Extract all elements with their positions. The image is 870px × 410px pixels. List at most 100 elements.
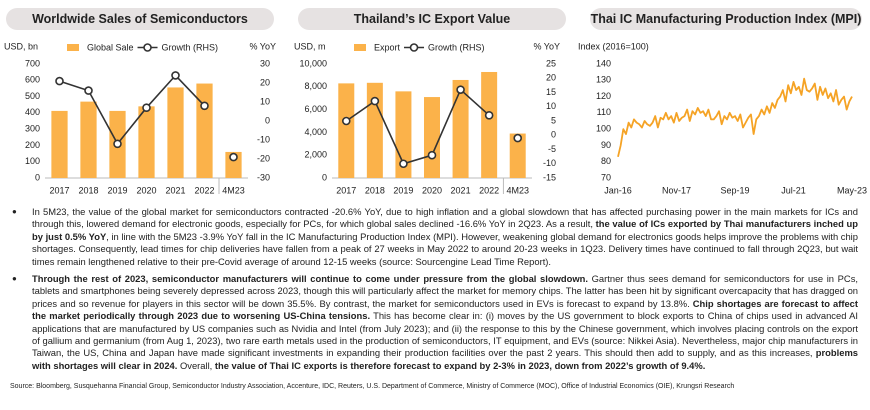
line-marker xyxy=(370,96,380,106)
y-tick-label: 300 xyxy=(25,124,40,134)
line-marker xyxy=(229,152,238,162)
commentary: ● In 5M23, the value of the global market… xyxy=(10,206,858,377)
text-run: This has become clear in: (i) moves by t… xyxy=(32,310,858,359)
y-tick-label: 200 xyxy=(25,140,40,150)
y-tick-label: 90 xyxy=(601,140,611,150)
chart-title: Thai IC Manufacturing Production Index (… xyxy=(591,12,862,26)
y2-tick-label: -10 xyxy=(543,158,556,168)
bar xyxy=(509,133,526,178)
charts: Worldwide Sales of Semiconductors USD, bn… xyxy=(4,8,867,195)
y-tick-label: 100 xyxy=(596,124,611,134)
y2-tick-label: 0 xyxy=(265,115,270,125)
y-tick-label: 2,000 xyxy=(304,150,327,160)
line xyxy=(59,74,206,146)
text-run: Through the rest of 2023, semiconductor … xyxy=(32,273,588,285)
title-pill xyxy=(298,8,566,30)
line-marker xyxy=(427,150,437,160)
text-run: Overall, xyxy=(177,359,215,371)
y-tick-label: 130 xyxy=(596,75,611,85)
bar xyxy=(51,110,68,178)
source: Source: Bloomberg, Susquehanna Financial… xyxy=(10,383,735,390)
legend-swatch xyxy=(354,44,366,51)
text-run: the value of ICs exported by Thai manufa… xyxy=(32,218,858,242)
y-tick-label: 700 xyxy=(25,58,40,68)
text-run: problems with shortages will clear in 20… xyxy=(32,347,858,371)
y2-tick-label: -20 xyxy=(257,153,270,163)
line-marker xyxy=(113,139,122,149)
line-marker xyxy=(55,76,64,86)
y-tick-label: 0 xyxy=(35,172,40,182)
y2-tick-label: 25 xyxy=(546,58,556,68)
bar xyxy=(366,82,383,178)
text-run: Chip shortages are forecast to affect th… xyxy=(32,297,858,322)
x-tick-label: Sep-19 xyxy=(720,185,749,195)
x-tick-label: May-23 xyxy=(837,185,867,195)
bar xyxy=(167,87,184,178)
line-marker xyxy=(484,111,494,120)
line-marker xyxy=(171,71,180,80)
legend-label: Growth (RHS) xyxy=(162,42,219,52)
y2-tick-label: 15 xyxy=(546,87,556,97)
y-tick-label: 0 xyxy=(322,172,327,182)
y2-tick-label: -5 xyxy=(548,144,556,154)
y2-tick-label: 0 xyxy=(551,130,556,140)
y2-tick-label: 20 xyxy=(260,77,270,87)
y-axis-label: USD, m xyxy=(294,41,326,51)
y2-axis-label: % YoY xyxy=(249,41,276,51)
y2-tick-label: -15 xyxy=(543,172,556,182)
x-tick-label: 2017 xyxy=(336,185,356,195)
x-tick-label: 2022 xyxy=(479,185,499,195)
y-tick-label: 100 xyxy=(25,156,40,166)
y2-tick-label: 10 xyxy=(260,96,270,106)
y-tick-label: 400 xyxy=(25,107,40,117)
y2-tick-label: -30 xyxy=(257,172,270,182)
legend-marker xyxy=(143,43,152,52)
y2-tick-label: 30 xyxy=(260,58,270,68)
x-tick-label: 2020 xyxy=(422,185,442,195)
legend-label: Global Sale xyxy=(87,42,134,52)
x-tick-label: 2018 xyxy=(78,185,98,195)
legend-label: Growth (RHS) xyxy=(428,42,485,52)
bar xyxy=(138,106,155,178)
bar xyxy=(196,83,213,178)
y2-tick-label: 20 xyxy=(546,73,556,83)
title-pill xyxy=(590,8,862,30)
y-tick-label: 6,000 xyxy=(304,104,327,114)
x-tick-label: 4M23 xyxy=(506,185,529,195)
x-tick-label: 2017 xyxy=(49,185,69,195)
chart-title: Worldwide Sales of Semiconductors xyxy=(32,12,248,26)
y2-axis-label: % YoY xyxy=(533,41,560,51)
x-tick-label: 2020 xyxy=(136,185,156,195)
line xyxy=(617,77,853,158)
y-tick-label: 600 xyxy=(25,75,40,85)
legend-marker xyxy=(409,43,419,52)
y-axis-label: USD, bn xyxy=(4,41,38,51)
y2-tick-label: 10 xyxy=(546,101,556,111)
legend-swatch xyxy=(67,44,79,51)
title-pill xyxy=(6,8,274,30)
bar xyxy=(452,79,469,178)
x-tick-label: 2019 xyxy=(393,185,413,195)
x-tick-label: 2021 xyxy=(451,185,471,195)
x-tick-label: 2022 xyxy=(194,185,214,195)
bullet-paragraph: ● Through the rest of 2023, semiconductor… xyxy=(10,273,858,372)
bar xyxy=(424,97,440,178)
y-tick-label: 10,000 xyxy=(299,58,327,68)
x-tick-label: Nov-17 xyxy=(662,185,691,195)
bar xyxy=(338,83,355,178)
y-tick-label: 110 xyxy=(597,107,611,117)
line-marker xyxy=(341,116,351,126)
x-tick-label: 2021 xyxy=(165,185,185,195)
y-tick-label: 4,000 xyxy=(304,127,327,137)
bar xyxy=(80,101,97,178)
y2-tick-label: 5 xyxy=(551,115,556,125)
text-run: Gartner thus sees demand for semiconduct… xyxy=(32,273,858,309)
y2-tick-label: -10 xyxy=(257,134,270,144)
y-tick-label: 8,000 xyxy=(304,81,327,91)
x-tick-label: 4M23 xyxy=(222,185,245,195)
x-tick-label: 2019 xyxy=(107,185,127,195)
text-run: the value of Thai IC exports is therefor… xyxy=(214,359,706,371)
y-tick-label: 500 xyxy=(25,91,40,101)
bullet-paragraph: ● In 5M23, the value of the global market… xyxy=(10,206,858,268)
